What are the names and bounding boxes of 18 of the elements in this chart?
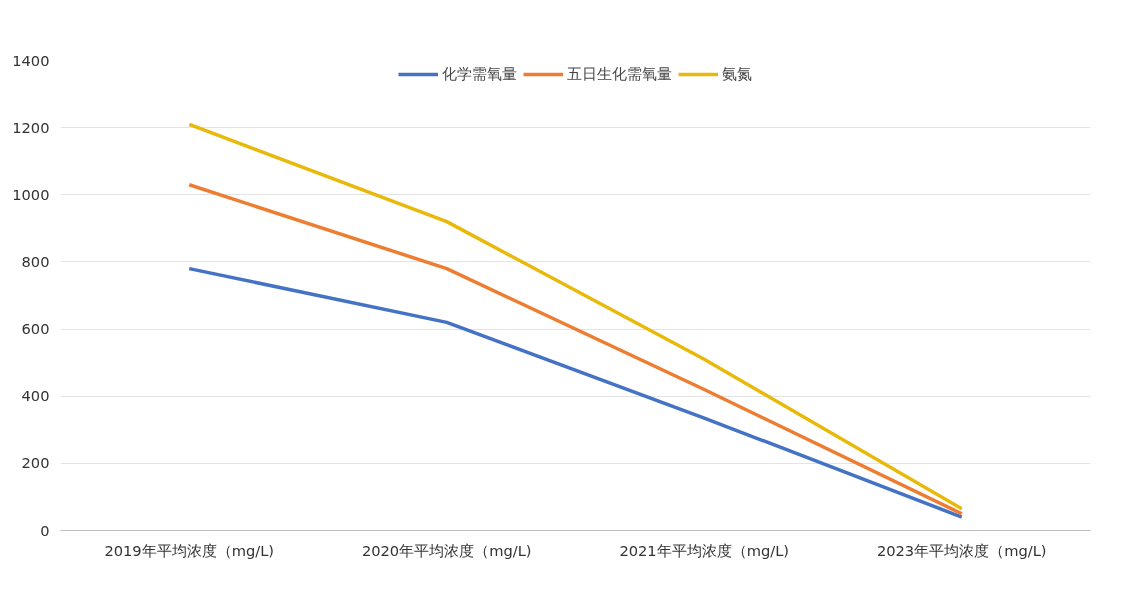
y-tick-label: 1200 — [12, 118, 50, 136]
y-tick-label: 600 — [21, 320, 50, 338]
y-tick-label: 1000 — [12, 185, 50, 203]
y-tick-label: 1400 — [12, 51, 50, 69]
y-tick-label: 800 — [21, 252, 50, 270]
y-tick-label: 400 — [21, 387, 50, 405]
legend-label: 氨氮 — [722, 64, 752, 84]
x-tick-label: 2020年平均浓度（mg/L) — [361, 541, 532, 559]
legend-label: 化学需氧量 — [442, 64, 517, 84]
x-tick-label: 2019年平均浓度（mg/L) — [104, 541, 275, 559]
line-series — [187, 266, 964, 519]
x-tick-label: 2023年平均浓度（mg/L) — [876, 541, 1047, 559]
line-series — [187, 122, 964, 511]
x-tick-label: 2021年平均浓度（mg/L) — [619, 541, 790, 559]
y-tick-label: 200 — [21, 454, 50, 472]
legend-label: 五日生化需氧量 — [567, 64, 672, 84]
line-series — [187, 182, 964, 516]
y-tick-label: 0 — [40, 521, 50, 539]
